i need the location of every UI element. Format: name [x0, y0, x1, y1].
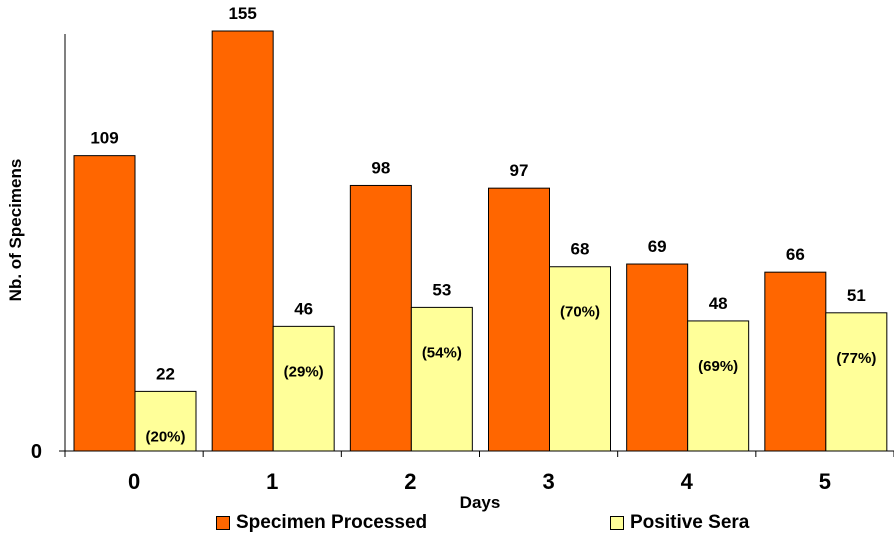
legend-swatch-specimen-processed	[216, 516, 230, 530]
data-label-specimen-processed-day-3: 97	[510, 161, 529, 180]
data-label-specimen-processed-day-1: 155	[228, 4, 256, 23]
data-label-positive-sera-day-1: 46	[294, 299, 313, 318]
data-label-positive-sera-day-5: 51	[847, 286, 866, 305]
bar-positive-sera-day-5	[825, 312, 888, 452]
x-tick-label-1: 1	[266, 469, 278, 494]
percent-label-day-1: (29%)	[284, 363, 324, 380]
data-label-positive-sera-day-3: 68	[571, 240, 590, 259]
bar-positive-sera-day-0	[134, 390, 197, 452]
x-axis-label: Days	[460, 493, 501, 512]
y-axis-label-wrap: Nb. of Specimens	[4, 60, 28, 400]
data-label-specimen-processed-day-2: 98	[371, 158, 390, 177]
x-tick-label-4: 4	[681, 469, 694, 494]
axes-layer: 0 1 2 3 4 5 0 Days	[31, 34, 894, 512]
data-label-specimen-processed-day-5: 66	[786, 245, 805, 264]
y-axis-label: Nb. of Specimens	[6, 158, 25, 302]
legend-label-specimen-processed: Specimen Processed	[236, 512, 428, 533]
x-tick-label-5: 5	[819, 469, 831, 494]
data-label-positive-sera-day-2: 53	[432, 280, 451, 299]
percent-label-day-3: (70%)	[560, 304, 600, 321]
x-tick-label-3: 3	[542, 469, 554, 494]
data-labels-layer: 109 22 (20%) 155 46 (29%) 98 53 (54%) 97 68 (70%) 69…	[90, 4, 876, 445]
legend-swatch-positive-sera	[610, 516, 624, 530]
x-tick-label-2: 2	[404, 469, 416, 494]
bar-positive-sera-day-3	[549, 266, 611, 452]
legend-item-specimen-processed: Specimen Processed	[216, 512, 427, 534]
data-label-positive-sera-day-4: 48	[709, 294, 728, 313]
percent-label-day-4: (69%)	[698, 358, 738, 375]
bar-specimen-processed-day-5	[764, 271, 827, 452]
legend-item-positive-sera: Positive Sera	[610, 512, 749, 534]
bar-specimen-processed-day-0	[73, 155, 136, 452]
bars-layer	[73, 30, 888, 452]
data-label-positive-sera-day-0: 22	[156, 364, 175, 383]
legend: Specimen Processed Positive Sera	[0, 512, 894, 538]
legend-label-positive-sera: Positive Sera	[630, 512, 750, 533]
bar-specimen-processed-day-1	[211, 30, 274, 452]
bar-specimen-processed-day-4	[626, 263, 689, 452]
data-label-specimen-processed-day-0: 109	[90, 129, 118, 148]
y-tick-label-0: 0	[31, 441, 42, 463]
x-tick-label-0: 0	[128, 469, 140, 494]
percent-label-day-0: (20%)	[145, 428, 185, 445]
bar-positive-sera-day-1	[272, 325, 335, 452]
bar-positive-sera-day-2	[410, 306, 473, 452]
bar-positive-sera-day-4	[687, 320, 750, 452]
percent-label-day-2: (54%)	[422, 344, 462, 361]
bar-specimen-processed-day-2	[349, 184, 412, 452]
bar-specimen-processed-day-3	[488, 187, 550, 452]
data-label-specimen-processed-day-4: 69	[648, 237, 667, 256]
percent-label-day-5: (77%)	[836, 350, 876, 367]
